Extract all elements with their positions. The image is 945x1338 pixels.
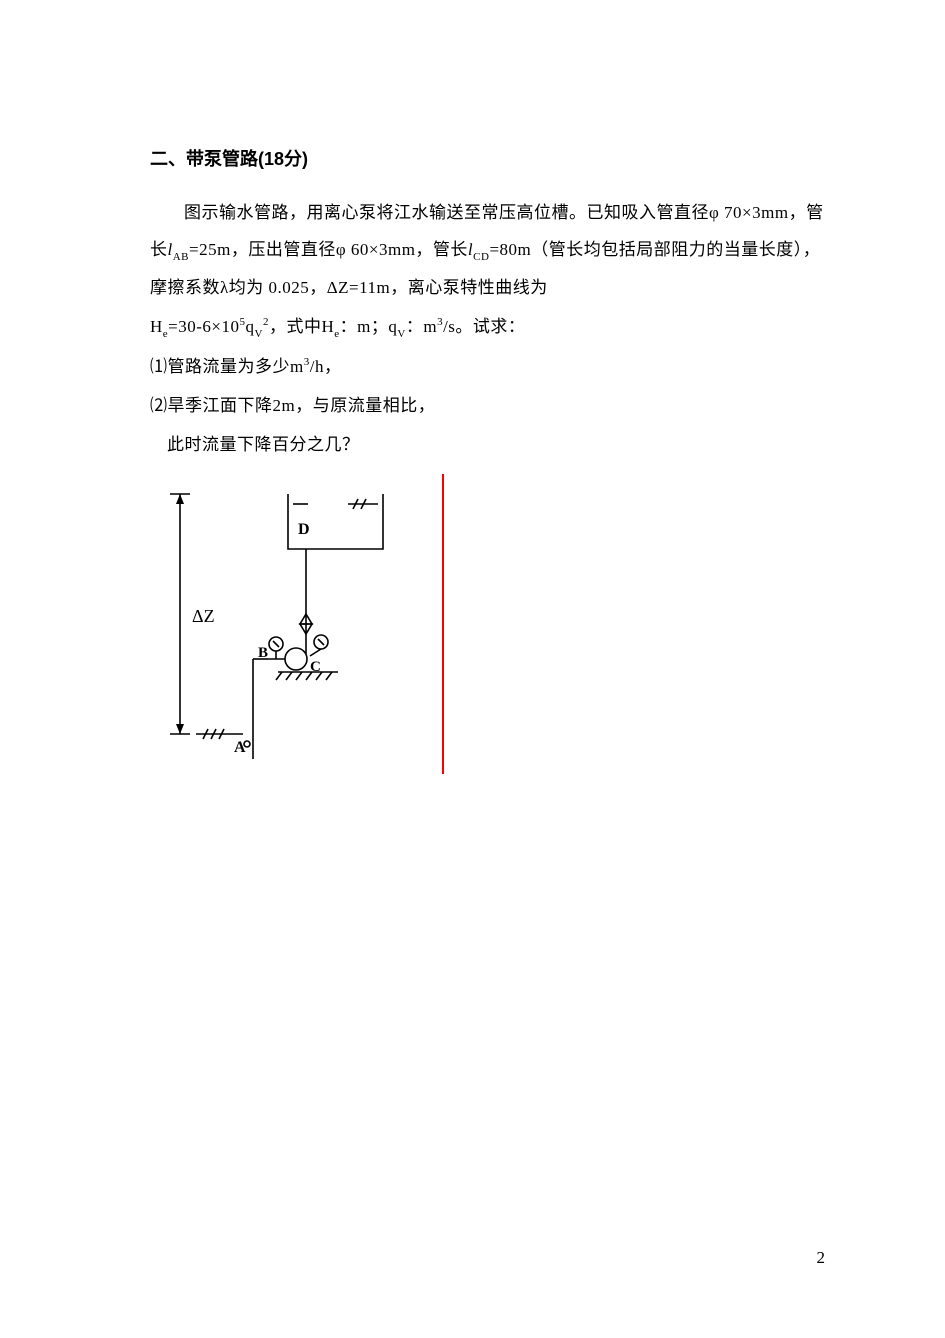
section-heading: 二、带泵管路(18分) (150, 140, 825, 180)
eq-d-sub: e (334, 328, 339, 340)
p1-var1: l (168, 240, 173, 259)
eq-sup5: 5 (240, 316, 246, 328)
figure-container: ΔZ D B C A (158, 474, 438, 787)
question-3: 此时流量下降百分之几？ (150, 426, 825, 463)
eq-e: ：m；q (340, 317, 398, 336)
label-A: A (234, 739, 246, 756)
label-D: D (298, 521, 310, 538)
page-number: 2 (817, 1248, 826, 1268)
eq-d: ，式中H (269, 317, 334, 336)
red-vertical-line (442, 474, 444, 774)
question-2: ⑵旱季江面下降2m，与原流量相比， (150, 387, 825, 424)
p1-var2-sub: CD (473, 251, 489, 263)
eq-g: /s。试求： (443, 317, 525, 336)
label-deltaZ: ΔZ (192, 606, 215, 626)
eq-q-sup: 2 (263, 316, 269, 328)
eq-q-sub: V (255, 328, 263, 340)
eq-He: H (150, 317, 163, 336)
question-1: ⑴管路流量为多少m3/h， (150, 348, 825, 385)
paragraph-1: 图示输水管路，用离心泵将江水输送至常压高位槽。已知吸入管直径φ 70×3mm，管… (150, 194, 825, 306)
eq-body: =30-6×10 (168, 317, 239, 336)
eq-e-sub: V (397, 328, 405, 340)
eq-q: q (246, 317, 255, 336)
label-C: C (310, 659, 321, 675)
q1-a: ⑴管路流量为多少m (150, 357, 304, 376)
eq-He-sub: e (163, 328, 168, 340)
q1-sup: 3 (304, 356, 310, 368)
eq-f: ：m (406, 317, 437, 336)
label-B: B (258, 645, 268, 661)
q1-b: /h， (310, 357, 342, 376)
equation-line: He=30-6×105qV2，式中He：m；qV：m3/s。试求： (150, 308, 825, 346)
eq-f-sup: 3 (437, 316, 443, 328)
p1-var1-sub: AB (173, 251, 189, 263)
p1-cont: =25m，压出管直径φ 60×3mm，管长 (189, 240, 468, 259)
pump-pipeline-diagram: ΔZ D B C A (158, 474, 388, 774)
